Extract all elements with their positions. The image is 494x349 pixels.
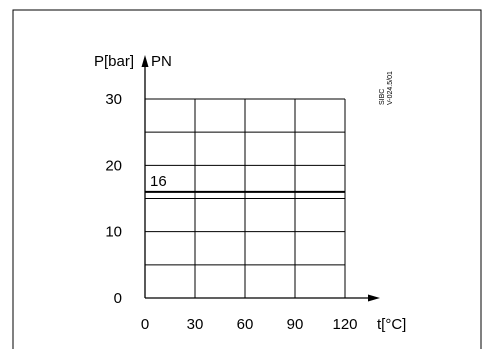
series-data-label-0: 16: [150, 173, 167, 190]
reference-line-1: SIBC: [379, 89, 386, 105]
y-axis-secondary-title: PN: [151, 53, 172, 70]
x-axis-title: t[°C]: [377, 316, 406, 333]
axes: [141, 55, 380, 302]
x-tick-label-0: 0: [141, 316, 149, 333]
y-axis-title: P[bar]: [94, 53, 134, 70]
x-tick-label-4: 120: [332, 316, 357, 333]
y-tick-label-3: 30: [105, 91, 122, 108]
x-axis-arrow: [368, 294, 380, 302]
grid: [145, 98, 346, 298]
frame-border: [12, 9, 482, 349]
x-tick-label-2: 60: [237, 316, 254, 333]
tick-labels: 0 30 60 90 120 0 10 20 30: [105, 91, 357, 333]
reference-line-2: V-024.5/01: [387, 71, 394, 105]
reference-code: SIBC V-024.5/01: [379, 71, 394, 105]
y-tick-label-1: 10: [105, 224, 122, 241]
series-layer: 16: [145, 173, 345, 193]
y-axis-arrow: [141, 55, 149, 67]
x-tick-label-1: 30: [187, 316, 204, 333]
y-tick-label-0: 0: [114, 290, 122, 307]
x-tick-label-3: 90: [287, 316, 304, 333]
y-tick-label-2: 20: [105, 157, 122, 174]
